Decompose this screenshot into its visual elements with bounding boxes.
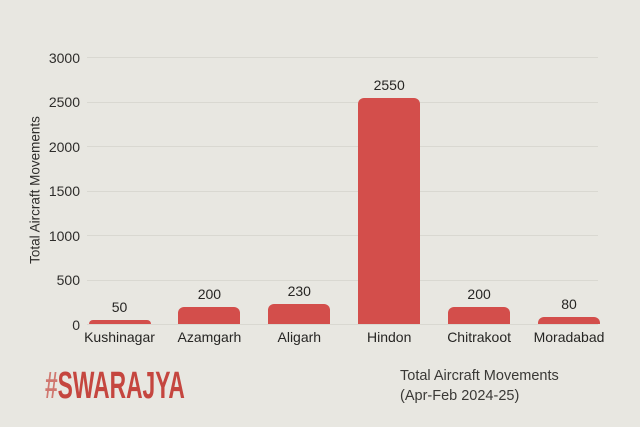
data-label-hindon: 2550 — [373, 76, 405, 93]
gridline-3000 — [87, 57, 598, 59]
x-tick-label-moradabad: Moradabad — [533, 329, 605, 345]
gridline-500 — [87, 279, 598, 281]
y-tick-label-3000: 3000 — [48, 49, 80, 66]
y-tick-label-1500: 1500 — [48, 183, 80, 200]
x-tick-label-hindon: Hindon — [367, 329, 412, 345]
logo-hash-symbol: # — [45, 365, 58, 407]
chart-caption: Total Aircraft Movements (Apr-Feb 2024-2… — [400, 366, 559, 406]
x-tick-label-azamgarh: Azamgarh — [177, 329, 242, 345]
caption-line-1: Total Aircraft Movements — [400, 368, 559, 384]
x-tick-label-aligarh: Aligarh — [277, 329, 322, 345]
bar-azamgarh — [178, 306, 241, 325]
gridline-2000 — [87, 146, 598, 148]
data-label-azamgarh: 200 — [197, 285, 222, 302]
logo-wordmark: SWARAJYA — [57, 365, 185, 407]
x-tick-label-chitrakoot: Chitrakoot — [447, 329, 511, 345]
x-tick-label-kushinagar: Kushinagar — [84, 329, 155, 345]
gridline-1500 — [87, 190, 598, 192]
y-tick-label-0: 0 — [72, 316, 80, 333]
y-tick-label-1000: 1000 — [48, 227, 80, 244]
caption-line-2: (Apr-Feb 2024-25) — [400, 388, 520, 404]
bar-kushinagar — [88, 320, 151, 325]
data-label-kushinagar: 50 — [111, 299, 128, 316]
data-label-chitrakoot: 200 — [467, 285, 491, 302]
y-tick-label-2000: 2000 — [48, 138, 80, 155]
bar-aligarh — [268, 304, 331, 325]
swarajya-logo: #SWARAJYA — [45, 367, 185, 405]
bar-chitrakoot — [448, 306, 511, 325]
bar-moradabad — [538, 317, 600, 325]
gridline-2500 — [87, 101, 598, 103]
y-tick-label-500: 500 — [56, 272, 80, 289]
y-tick-label-2500: 2500 — [48, 94, 80, 111]
bar-hindon — [358, 97, 421, 325]
gridline-1000 — [87, 235, 598, 237]
data-label-moradabad: 80 — [561, 296, 577, 313]
gridline-0 — [87, 324, 598, 325]
data-label-aligarh: 230 — [287, 283, 311, 300]
